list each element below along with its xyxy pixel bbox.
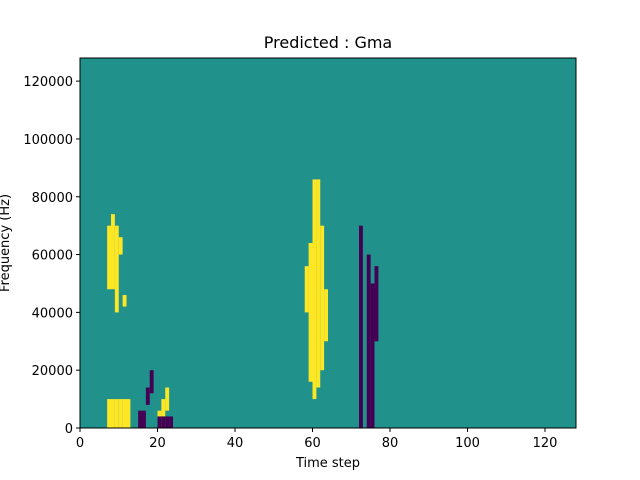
plot-frame — [79, 57, 577, 429]
heatmap-cell — [122, 399, 127, 428]
y-axis-ticks: 0 20000 40000 60000 80000 100000 120000 — [23, 75, 80, 437]
heatmap-cell — [114, 225, 119, 313]
heatmap-cell — [149, 370, 154, 394]
x-tick-label: 0 — [76, 436, 84, 451]
heatmap-cell — [118, 237, 123, 255]
heatmap-cell — [370, 283, 375, 428]
heatmap-cell — [107, 399, 111, 428]
x-tick-label: 40 — [227, 436, 244, 451]
x-axis-label: Time step — [295, 456, 360, 471]
heatmap-cell — [107, 225, 111, 290]
heatmap-background — [80, 58, 576, 428]
heatmap-cell — [312, 179, 317, 400]
heatmap-cell — [111, 399, 115, 428]
heatmap-cell — [114, 399, 119, 428]
heatmap-cell — [304, 266, 309, 313]
heatmap-cell — [161, 399, 166, 417]
x-tick-label: 20 — [149, 436, 166, 451]
heatmap-cell — [138, 410, 142, 428]
x-tick-label: 100 — [455, 436, 480, 451]
heatmap-cell — [324, 289, 328, 342]
y-axis-label: Frequency (Hz) — [0, 194, 13, 292]
x-tick-label: 60 — [304, 436, 321, 451]
heatmap-cell — [359, 225, 363, 428]
heatmap-cells — [107, 179, 379, 428]
y-tick-label: 20000 — [32, 364, 73, 379]
y-tick-label: 40000 — [32, 306, 73, 321]
heatmap-cell — [316, 179, 321, 388]
heatmap-cell — [165, 416, 170, 428]
heatmap-cell — [366, 254, 371, 428]
heatmap-cell — [308, 243, 313, 382]
heatmap-cell — [374, 266, 379, 342]
heatmap-cell — [169, 416, 173, 428]
heatmap-cell — [142, 410, 146, 428]
y-tick-label: 100000 — [23, 133, 73, 148]
heatmap-cell — [157, 416, 162, 428]
chart-title: Predicted : Gma — [264, 33, 392, 52]
heatmap-cell — [118, 399, 123, 428]
x-tick-label: 120 — [533, 436, 558, 451]
x-axis-ticks: 0 20 40 60 80 100 120 — [76, 428, 558, 451]
heatmap-cell — [111, 214, 115, 290]
y-tick-label: 60000 — [32, 249, 73, 264]
heatmap-cell — [126, 399, 131, 428]
heatmap-cell — [165, 387, 170, 411]
heatmap-cell — [320, 225, 325, 371]
y-tick-label: 0 — [65, 422, 73, 437]
y-tick-label: 80000 — [32, 191, 73, 206]
heatmap-cell — [161, 416, 166, 428]
heatmap-cell — [145, 387, 150, 405]
y-tick-label: 120000 — [23, 75, 73, 90]
heatmap-cell — [122, 295, 127, 307]
x-tick-label: 80 — [382, 436, 399, 451]
